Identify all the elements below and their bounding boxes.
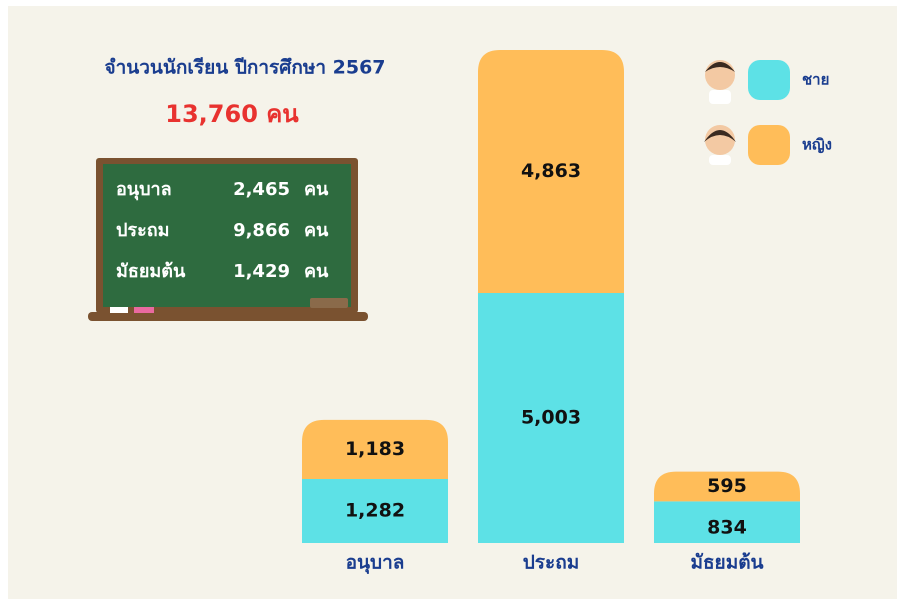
legend-swatch — [748, 125, 790, 165]
board-count: 9,866 — [233, 220, 290, 241]
legend-label: หญิง — [802, 136, 832, 154]
x-tick-label: มัธยมต้น — [690, 552, 763, 574]
value-label: 1,282 — [345, 499, 405, 521]
bar-segment — [654, 501, 800, 543]
board-level: มัธยมต้น — [116, 261, 186, 282]
board-unit: คน — [304, 261, 329, 282]
boy-shirt — [709, 90, 731, 104]
board-count: 1,429 — [233, 261, 290, 282]
x-tick-label: อนุบาล — [346, 552, 405, 575]
value-label: 595 — [707, 475, 747, 497]
bar-segment — [654, 471, 800, 502]
legend-icons — [704, 60, 736, 165]
value-label: 4,863 — [521, 160, 581, 182]
bar-segment — [478, 293, 624, 543]
girl-shirt — [709, 155, 731, 165]
value-label: 1,183 — [345, 438, 405, 460]
board-count: 2,465 — [233, 179, 290, 200]
board-unit: คน — [304, 179, 329, 200]
chalk — [110, 307, 128, 313]
boy-hair — [705, 62, 735, 72]
value-label: 834 — [707, 517, 747, 539]
legend-swatch — [748, 60, 790, 100]
board-unit: คน — [304, 220, 329, 241]
board-level: ประถม — [116, 220, 170, 241]
x-tick-label: ประถม — [523, 552, 580, 574]
chart-title: จำนวนนักเรียน ปีการศึกษา 2567 — [104, 57, 385, 79]
board-ledge — [88, 312, 368, 321]
bar-segment — [478, 50, 624, 294]
girl-hair — [704, 130, 736, 142]
board-level: อนุบาล — [116, 179, 172, 201]
blackboard — [88, 158, 368, 321]
chalk — [134, 307, 154, 313]
board-surface — [103, 164, 351, 307]
girl-icon — [705, 125, 735, 155]
chart-subtitle: 13,760 คน — [165, 100, 299, 128]
eraser — [310, 298, 348, 308]
bar-segment — [302, 478, 448, 543]
value-label: 5,003 — [521, 407, 581, 429]
legend-label: ชาย — [802, 71, 829, 89]
bar-segment — [302, 419, 448, 479]
